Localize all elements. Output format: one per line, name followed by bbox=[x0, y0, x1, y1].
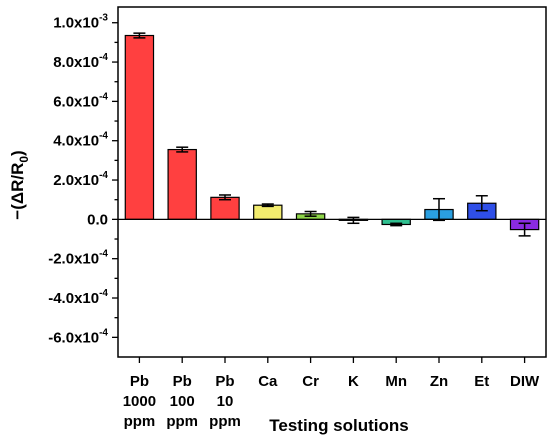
bar bbox=[167, 148, 197, 220]
x-tick-label: Zn bbox=[430, 373, 448, 390]
bars-layer bbox=[124, 32, 540, 237]
x-tick-label: ppm bbox=[209, 413, 241, 430]
y-tick-label: 0.0 bbox=[87, 211, 108, 228]
axes-layer bbox=[112, 6, 547, 363]
y-tick-label: 4.0x10-4 bbox=[53, 131, 108, 150]
y-tick-label: 2.0x10-4 bbox=[53, 170, 108, 189]
y-tick-label: 6.0x10-4 bbox=[53, 91, 108, 110]
y-axis-title: −(ΔR/R0) bbox=[8, 150, 31, 219]
x-tick-label: ppm bbox=[124, 413, 156, 430]
x-tick-label: Cr bbox=[302, 373, 319, 390]
labels-layer: 1.0x10-3 8.0x10-4 6.0x10-4 4.0x10-4 2.0x10-4… bbox=[48, 13, 540, 430]
x-tick-label: Pb bbox=[215, 373, 234, 390]
plot-frame bbox=[117, 6, 547, 358]
y-tick-label: 8.0x10-4 bbox=[53, 52, 108, 71]
x-tick-label: ppm bbox=[166, 413, 198, 430]
bar bbox=[124, 34, 155, 220]
bar bbox=[253, 204, 283, 220]
x-tick-label: Pb bbox=[130, 373, 149, 390]
x-tick-label: K bbox=[348, 373, 359, 390]
x-tick-label: 1000 bbox=[123, 393, 156, 410]
x-tick-label: Pb bbox=[173, 373, 192, 390]
x-tick-label: Et bbox=[474, 373, 489, 390]
x-tick-label: Ca bbox=[258, 373, 278, 390]
x-tick-label: 10 bbox=[217, 393, 234, 410]
x-axis-title: Testing solutions bbox=[269, 416, 408, 435]
y-tick-label: -2.0x10-4 bbox=[48, 249, 108, 268]
x-tick-label: Mn bbox=[385, 373, 407, 390]
y-tick-label: -6.0x10-4 bbox=[48, 327, 108, 346]
x-tick-label: 100 bbox=[170, 393, 195, 410]
x-tick-label: DIW bbox=[510, 373, 540, 390]
y-tick-label: 1.0x10-3 bbox=[53, 13, 108, 32]
bar bbox=[210, 196, 240, 220]
y-tick-label: -4.0x10-4 bbox=[48, 288, 108, 307]
